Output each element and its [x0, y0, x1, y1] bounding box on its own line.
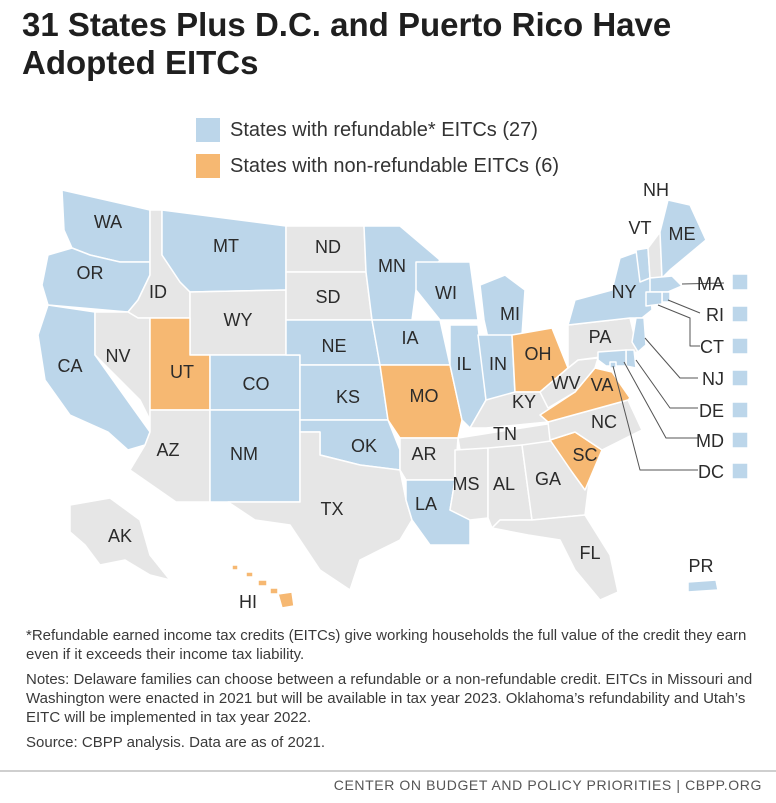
- state-MN: [363, 225, 441, 321]
- label-VT: VT: [628, 218, 651, 238]
- label-MS: MS: [453, 474, 480, 494]
- legend-item-nonrefundable: States with non-refundable EITCs (6): [196, 148, 559, 184]
- label-WA: WA: [94, 212, 122, 232]
- label-UT: UT: [170, 362, 194, 382]
- label-WI: WI: [435, 283, 457, 303]
- state-WI: [415, 261, 479, 321]
- label-MI: MI: [500, 304, 520, 324]
- label-AK: AK: [108, 526, 132, 546]
- state-MA: [649, 275, 683, 293]
- label-HI: HI: [239, 592, 257, 612]
- label-TN: TN: [493, 424, 517, 444]
- label-PA: PA: [589, 327, 612, 347]
- leader-line-ct: [657, 304, 700, 347]
- label-OK: OK: [351, 436, 377, 456]
- notes-section: *Refundable earned income tax credits (E…: [26, 626, 766, 758]
- side-swatch-ri: [731, 305, 749, 323]
- label-ID: ID: [149, 282, 167, 302]
- state-DC: [609, 361, 617, 369]
- legend-item-refundable: States with refundable* EITCs (27): [196, 112, 559, 148]
- state-TX: [227, 431, 413, 591]
- side-label-dc: DC: [698, 462, 724, 482]
- footnote: *Refundable earned income tax credits (E…: [26, 627, 747, 663]
- label-AR: AR: [411, 444, 436, 464]
- label-NM: NM: [230, 444, 258, 464]
- label-AZ: AZ: [156, 440, 179, 460]
- label-MN: MN: [378, 256, 406, 276]
- label-OR: OR: [77, 263, 104, 283]
- label-NY: NY: [611, 282, 636, 302]
- hawaii-island-3: [257, 579, 268, 587]
- leader-line-de: [635, 359, 698, 409]
- side-swatch-ma: [731, 273, 749, 291]
- label-KS: KS: [336, 387, 360, 407]
- us-map: WA OR CA ID NV UT AZ MT WY CO NM ND SD N…: [37, 180, 749, 612]
- leader-line-ri: [667, 299, 701, 314]
- hawaii-island-5: [277, 591, 295, 609]
- label-LA: LA: [415, 494, 437, 514]
- label-ND: ND: [315, 237, 341, 257]
- hawaii-island-2: [245, 571, 254, 578]
- state-PR: [687, 579, 719, 593]
- legend-swatch-nonrefundable: [196, 154, 220, 178]
- label-CA: CA: [57, 356, 82, 376]
- hawaii-island-1: [231, 564, 239, 571]
- side-label-nj: NJ: [702, 369, 724, 389]
- legend: States with refundable* EITCs (27) State…: [196, 112, 559, 184]
- legend-label-refundable: States with refundable* EITCs (27): [230, 118, 538, 141]
- side-label-md: MD: [696, 431, 724, 451]
- leader-line-ma: [681, 282, 725, 285]
- state-HI: [231, 564, 295, 609]
- leader-line-nj: [644, 337, 698, 379]
- label-NE: NE: [321, 336, 346, 356]
- label-IA: IA: [401, 328, 418, 348]
- legend-label-nonrefundable: States with non-refundable EITCs (6): [230, 154, 560, 177]
- label-PR: PR: [688, 556, 713, 576]
- label-AL: AL: [493, 474, 515, 494]
- footer-credit: CENTER ON BUDGET AND POLICY PRIORITIES |…: [333, 777, 762, 793]
- label-TX: TX: [320, 499, 343, 519]
- footer-divider: [0, 770, 776, 772]
- label-SD: SD: [315, 287, 340, 307]
- state-NJ: [631, 317, 647, 353]
- label-KY: KY: [512, 392, 536, 412]
- leader-line-md: [623, 361, 698, 439]
- label-VA: VA: [591, 375, 614, 395]
- side-label-ct: CT: [700, 337, 724, 357]
- side-swatch-de: [731, 401, 749, 419]
- side-swatch-nj: [731, 369, 749, 387]
- side-label-ma: MA: [697, 274, 724, 294]
- label-WV: WV: [552, 373, 581, 393]
- label-MT: MT: [213, 236, 239, 256]
- state-FL: [491, 514, 619, 601]
- label-IN: IN: [489, 354, 507, 374]
- state-DE: [625, 349, 637, 369]
- label-ME: ME: [669, 224, 696, 244]
- side-swatch-dc: [731, 462, 749, 480]
- state-CT: [645, 291, 663, 307]
- label-OH: OH: [525, 344, 552, 364]
- chart-title: 31 States Plus D.C. and Puerto Rico Have…: [22, 6, 672, 81]
- label-FL: FL: [579, 543, 600, 563]
- hawaii-island-4: [269, 587, 279, 595]
- label-WY: WY: [224, 310, 253, 330]
- label-IL: IL: [456, 354, 471, 374]
- state-NY: [567, 247, 653, 326]
- legend-swatch-refundable: [196, 118, 220, 142]
- notes-text: Notes: Delaware families can choose betw…: [26, 671, 753, 726]
- side-swatch-ct: [731, 337, 749, 355]
- label-NH: NH: [643, 180, 669, 200]
- side-label-ri: RI: [706, 305, 724, 325]
- label-GA: GA: [535, 469, 561, 489]
- label-NC: NC: [591, 412, 617, 432]
- state-AK: [69, 497, 171, 581]
- side-label-de: DE: [699, 401, 724, 421]
- source-text: Source: CBPP analysis. Data are as of 20…: [26, 734, 326, 751]
- side-swatch-md: [731, 431, 749, 449]
- label-NV: NV: [105, 346, 130, 366]
- label-CO: CO: [243, 374, 270, 394]
- label-MO: MO: [410, 386, 439, 406]
- label-SC: SC: [572, 445, 597, 465]
- leader-line-dc: [612, 365, 698, 471]
